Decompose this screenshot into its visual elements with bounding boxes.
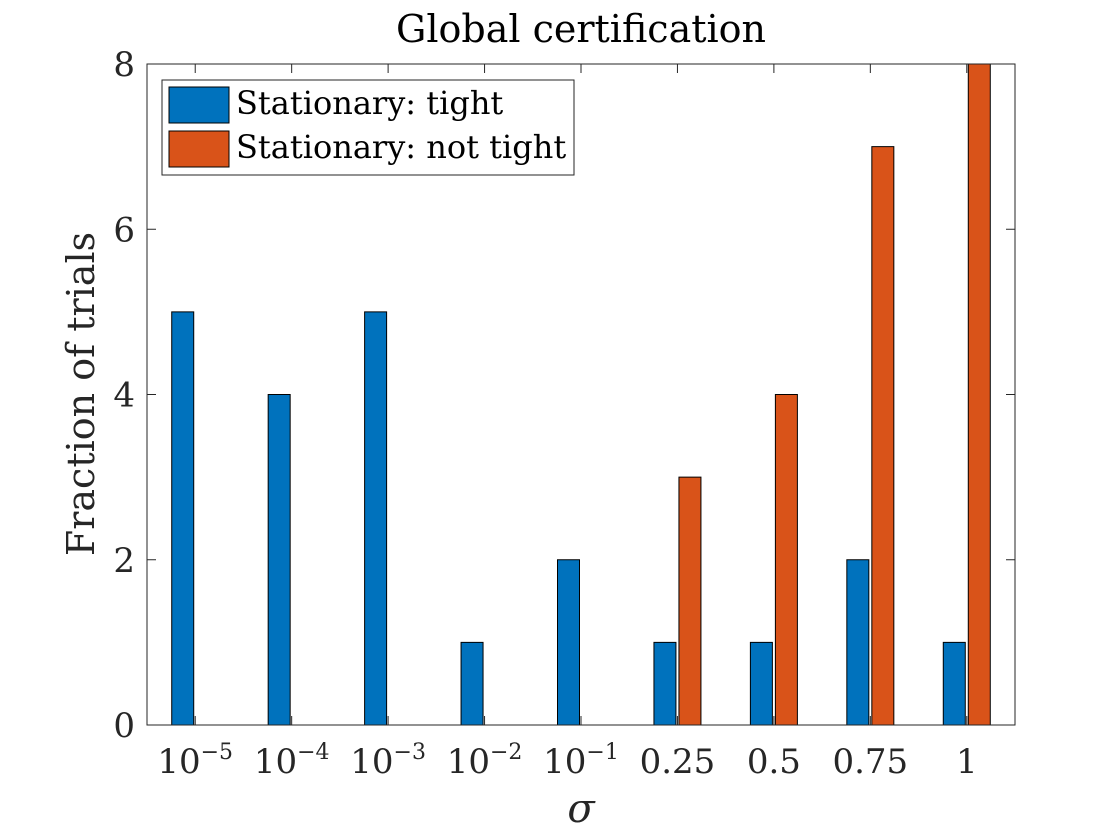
x-tick-label: 10−2 — [447, 740, 523, 782]
bar-tight — [364, 311, 388, 726]
bar-tight — [171, 311, 195, 726]
bar-not-tight — [871, 146, 895, 726]
y-tick-label: 0 — [113, 706, 135, 746]
legend-box — [161, 79, 575, 176]
x-tick-label: 10−5 — [157, 740, 233, 782]
x-tick-labels: 10−5 10−4 10−3 10−2 10−1 0.25 0.5 0.75 1 — [157, 740, 977, 782]
y-axis-label: Fraction of trials — [59, 232, 103, 556]
bar-tight — [749, 641, 773, 726]
x-tick-label: 0.25 — [640, 742, 716, 782]
legend-label-tight: Stationary: tight — [236, 84, 503, 122]
y-tick-labels: 0 2 4 6 8 — [113, 45, 135, 746]
bar-not-tight — [967, 63, 991, 726]
legend-label-not-tight: Stationary: not tight — [236, 128, 566, 166]
axis-ticks — [147, 63, 1015, 726]
y-tick-label: 4 — [113, 376, 135, 416]
bar-tight — [653, 641, 677, 726]
y-tick-label: 6 — [113, 210, 135, 250]
bar-tight — [267, 394, 291, 726]
x-tick-label: 10−3 — [350, 740, 426, 782]
legend-swatch-tight — [168, 86, 230, 124]
x-tick-label: 1 — [956, 742, 978, 782]
bar-tight — [557, 559, 580, 726]
chart-title: Global certification — [396, 7, 766, 51]
legend-swatch-not-tight — [168, 130, 230, 168]
bar-tight — [942, 641, 966, 726]
x-tick-label: 0.5 — [747, 742, 801, 782]
x-tick-label: 0.75 — [832, 742, 908, 782]
legend: Stationary: tight Stationary: not tight — [161, 79, 575, 176]
y-tick-label: 8 — [113, 45, 135, 85]
bar-tight — [460, 641, 484, 726]
bar-not-tight — [678, 476, 702, 726]
x-tick-label: 10−4 — [254, 740, 330, 782]
bar-tight — [846, 559, 870, 726]
x-tick-label: 10−1 — [543, 740, 619, 782]
bar-not-tight — [774, 394, 798, 726]
x-axis-label: σ — [567, 786, 596, 832]
y-tick-label: 2 — [113, 541, 135, 581]
